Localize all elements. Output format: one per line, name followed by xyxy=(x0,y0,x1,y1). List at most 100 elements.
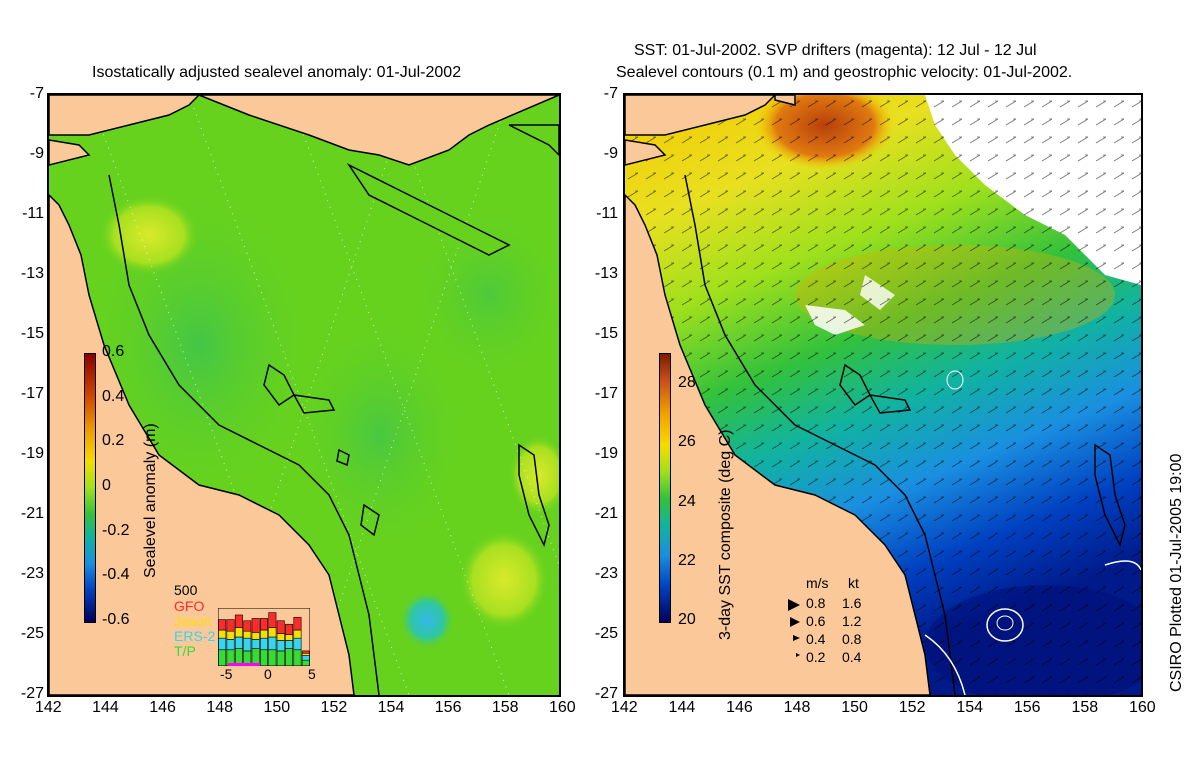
histogram-bar-ers xyxy=(251,639,260,649)
satellite-legend-item: Jason xyxy=(174,613,212,629)
histogram-bar-jason xyxy=(234,627,243,638)
velocity-legend-ms-header: m/s xyxy=(806,575,829,591)
sst-map xyxy=(623,93,1143,697)
y-tick-label: -15 xyxy=(20,325,44,342)
velocity-legend: m/s kt 0.8 1.6 0.6 1.2 0.4 0.8 0.2 0.4 xyxy=(780,575,870,667)
inset-x-tick-label: -5 xyxy=(220,666,233,682)
x-tick-label: 142 xyxy=(35,699,62,716)
histogram-bar-gfo xyxy=(276,620,285,634)
new-guinea-land-sst xyxy=(625,95,777,136)
sst-colorbar xyxy=(659,353,671,623)
histogram-bar-tp xyxy=(276,650,285,666)
histogram-bar-jason xyxy=(260,629,268,639)
y-tick-label: -17 xyxy=(594,385,618,402)
histogram-bar-ers xyxy=(293,637,302,651)
new-guinea-land xyxy=(49,95,201,136)
histogram-bar-ers xyxy=(301,655,310,661)
histogram-bar-tp xyxy=(268,649,277,666)
velocity-kt-value: 0.4 xyxy=(842,649,862,665)
histogram-bar-jason xyxy=(243,630,252,639)
velocity-ms-value: 0.8 xyxy=(806,595,826,611)
right-map-title-line2: Sealevel contours (0.1 m) and geostrophi… xyxy=(616,64,1073,81)
velocity-scale-arrow xyxy=(788,599,800,611)
x-tick-label: 144 xyxy=(668,699,696,716)
colorbar-tick-label: -0.6 xyxy=(102,611,130,628)
velocity-legend-kt-header: kt xyxy=(848,575,859,591)
velocity-scale-arrow xyxy=(790,617,800,627)
histogram-bar-gfo xyxy=(226,619,235,632)
x-tick-label: 148 xyxy=(783,699,811,716)
y-tick-label: -25 xyxy=(20,625,44,642)
colorbar-tick-label: 26 xyxy=(678,433,696,451)
y-tick-label: -27 xyxy=(594,685,618,702)
colorbar-tick-label: -0.4 xyxy=(102,566,130,584)
x-tick-label: 150 xyxy=(263,699,291,716)
x-tick-label: 152 xyxy=(320,699,348,716)
x-tick-label: 142 xyxy=(611,699,638,716)
right-map-title-line1: SST: 01-Jul-2002. SVP drifters (magenta)… xyxy=(634,42,1037,59)
x-tick-label: 158 xyxy=(491,699,519,716)
histogram-bar-gfo xyxy=(293,616,302,631)
y-tick-label: -11 xyxy=(22,205,44,222)
x-tick-label: 146 xyxy=(149,699,176,716)
histogram-bar-ers xyxy=(243,637,252,652)
histogram-bar-ers xyxy=(234,636,243,649)
histogram-bar-jason xyxy=(285,634,294,641)
x-tick-label: 152 xyxy=(898,699,926,716)
satellite-legend-item: GFO xyxy=(174,598,205,614)
histogram-bar-jason xyxy=(293,629,302,639)
histogram-bar-jason xyxy=(268,627,277,638)
x-tick-label: 154 xyxy=(377,699,405,716)
drifter-period-marker xyxy=(228,663,260,666)
histogram-bar-gfo xyxy=(218,619,227,631)
inset-x-tick-label: 5 xyxy=(308,666,316,682)
colorbar-tick-label: 24 xyxy=(678,492,696,510)
y-tick-label: -13 xyxy=(594,265,618,282)
y-tick-label: -17 xyxy=(20,385,44,402)
colorbar-tick-label: 22 xyxy=(678,551,696,569)
histogram-bar-gfo xyxy=(251,618,260,633)
credit-text: CSIRO Plotted 01-Jul-2005 19:00 xyxy=(1168,453,1185,692)
x-tick-label: 154 xyxy=(956,699,984,716)
y-tick-label: -7 xyxy=(29,85,44,102)
colorbar-tick-label: 20 xyxy=(678,611,696,628)
x-tick-label: 146 xyxy=(726,699,753,716)
histogram-bar-gfo xyxy=(301,650,310,654)
new-guinea-east-land xyxy=(198,95,559,166)
velocity-kt-value: 0.8 xyxy=(842,631,862,647)
y-tick-label: -21 xyxy=(20,505,44,522)
velocity-kt-value: 1.2 xyxy=(842,613,862,629)
histogram-bar-ers xyxy=(218,637,227,651)
sla-colorbar-label: Sealevel anomaly (m) xyxy=(142,423,159,578)
histogram-bar-gfo xyxy=(234,614,243,629)
histogram-bar-tp xyxy=(218,649,227,666)
sst-colorbar-label: 3-day SST composite (deg C) xyxy=(717,429,734,640)
histogram-bar-jason xyxy=(276,633,285,641)
colorbar-tick-label: 0.2 xyxy=(102,432,125,450)
y-tick-label: -11 xyxy=(596,205,618,222)
inset-top-label: 500 xyxy=(174,582,198,598)
colorbar-tick-label: 0 xyxy=(102,477,111,494)
colorbar-tick-label: 0.4 xyxy=(102,387,125,405)
histogram-bar-tp xyxy=(260,649,268,666)
histogram-bar-jason xyxy=(301,652,310,656)
y-tick-label: -19 xyxy=(20,445,44,462)
velocity-scale-arrow xyxy=(796,653,800,657)
y-tick-label: -19 xyxy=(594,445,618,462)
histogram-bar-gfo xyxy=(260,618,268,631)
histogram-bar-jason xyxy=(218,629,227,639)
y-tick-label: -15 xyxy=(594,325,618,342)
histogram-bar-gfo xyxy=(268,612,277,629)
y-tick-label: -9 xyxy=(603,145,618,162)
velocity-kt-value: 1.6 xyxy=(842,595,862,611)
x-tick-label: 156 xyxy=(1013,699,1041,716)
x-tick-label: 156 xyxy=(434,699,462,716)
altimeter-histogram xyxy=(218,608,310,666)
histogram-bar-gfo xyxy=(243,620,252,632)
histogram-bar-ers xyxy=(276,640,285,652)
x-tick-label: 148 xyxy=(206,699,234,716)
colorbar-tick-label: 28 xyxy=(678,374,696,391)
shelf-contour-sst xyxy=(684,174,956,695)
x-tick-label: 158 xyxy=(1071,699,1099,716)
sealevel-anomaly-map xyxy=(47,93,561,697)
